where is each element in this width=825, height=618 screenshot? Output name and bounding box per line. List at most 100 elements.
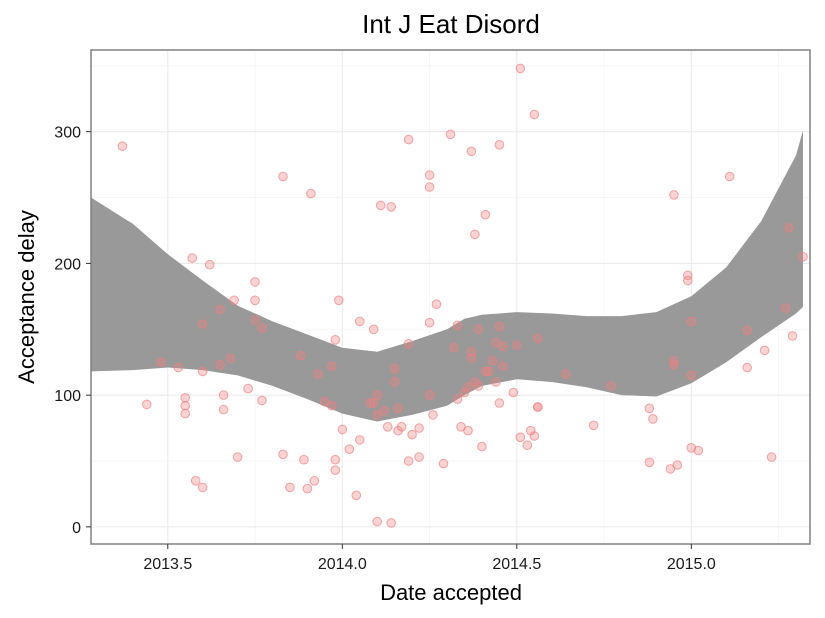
data-point <box>780 303 791 314</box>
data-point <box>480 209 491 220</box>
data-point <box>606 381 616 391</box>
data-point <box>644 457 655 468</box>
data-point <box>372 390 383 400</box>
data-point <box>173 362 184 373</box>
data-point <box>368 324 379 335</box>
data-point <box>372 410 383 420</box>
data-point <box>522 440 533 451</box>
data-point <box>250 295 260 306</box>
data-point <box>334 295 344 306</box>
data-point <box>445 129 456 140</box>
data-point <box>766 452 777 462</box>
x-axis-title: Date accepted <box>380 580 522 605</box>
data-point <box>494 398 505 408</box>
data-point <box>379 406 390 416</box>
data-point <box>309 476 320 486</box>
data-point <box>686 443 697 453</box>
data-point <box>337 424 348 435</box>
data-point <box>215 360 225 370</box>
data-point <box>327 361 337 372</box>
data-point <box>355 316 365 327</box>
data-point <box>403 339 414 349</box>
data-point <box>278 449 288 460</box>
data-point <box>330 335 341 345</box>
confidence-band-group <box>91 130 803 422</box>
data-point <box>278 171 288 182</box>
data-point <box>414 452 424 462</box>
data-point <box>473 324 484 335</box>
data-point <box>330 454 341 465</box>
data-point <box>180 400 190 411</box>
data-point <box>299 454 309 465</box>
data-point <box>463 425 473 436</box>
y-tick-label: 100 <box>54 388 81 405</box>
data-point <box>683 275 693 286</box>
data-point <box>187 253 197 263</box>
data-point <box>344 444 355 455</box>
data-point <box>683 270 693 281</box>
data-point <box>355 435 365 445</box>
data-point <box>389 364 400 374</box>
data-point <box>396 422 407 432</box>
data-point <box>302 483 313 494</box>
data-point <box>424 390 435 400</box>
data-point <box>257 323 267 333</box>
data-point <box>117 141 128 151</box>
plot-border <box>90 49 811 545</box>
data-point <box>424 317 435 328</box>
y-tick-label: 0 <box>72 520 81 537</box>
data-point <box>672 460 683 470</box>
data-point <box>470 229 480 240</box>
y-axis-title: Acceptance delay <box>14 210 39 384</box>
data-point <box>218 404 229 415</box>
x-tick-label: 2014.0 <box>318 556 367 573</box>
data-point <box>784 223 794 233</box>
data-point <box>644 403 655 414</box>
data-point <box>232 452 243 462</box>
x-tick-label: 2014.5 <box>492 556 541 573</box>
data-point <box>477 441 487 452</box>
data-point <box>403 134 414 145</box>
data-point <box>491 337 501 348</box>
data-points <box>117 63 808 528</box>
data-point <box>491 377 501 387</box>
data-point <box>484 366 494 377</box>
data-point <box>560 369 571 379</box>
data-point <box>798 251 808 262</box>
data-point <box>693 445 704 456</box>
data-point <box>180 393 190 403</box>
data-point <box>424 170 435 180</box>
data-point <box>218 390 229 400</box>
data-point <box>526 425 536 436</box>
data-point <box>243 383 253 394</box>
data-point <box>365 398 376 408</box>
data-point <box>215 304 225 315</box>
data-point <box>759 345 770 356</box>
data-point <box>742 325 753 336</box>
data-point <box>386 202 397 212</box>
data-point <box>686 370 697 381</box>
data-point <box>742 362 753 373</box>
data-point <box>382 422 393 432</box>
data-point <box>197 366 208 377</box>
data-point <box>452 320 463 331</box>
data-point <box>487 356 498 366</box>
data-point <box>375 200 386 211</box>
data-point <box>533 402 543 412</box>
data-point <box>787 331 798 341</box>
data-point <box>229 295 239 306</box>
data-point <box>330 465 341 476</box>
data-point <box>669 360 679 370</box>
data-point <box>463 382 473 393</box>
data-point <box>428 410 438 420</box>
data-point <box>393 403 403 414</box>
data-point <box>372 516 383 527</box>
data-point <box>225 353 236 364</box>
data-point <box>386 518 397 528</box>
data-point <box>498 341 508 352</box>
data-point <box>142 399 152 410</box>
data-point <box>407 429 417 440</box>
data-point <box>515 63 526 74</box>
data-point <box>648 414 658 424</box>
data-point <box>257 395 267 406</box>
